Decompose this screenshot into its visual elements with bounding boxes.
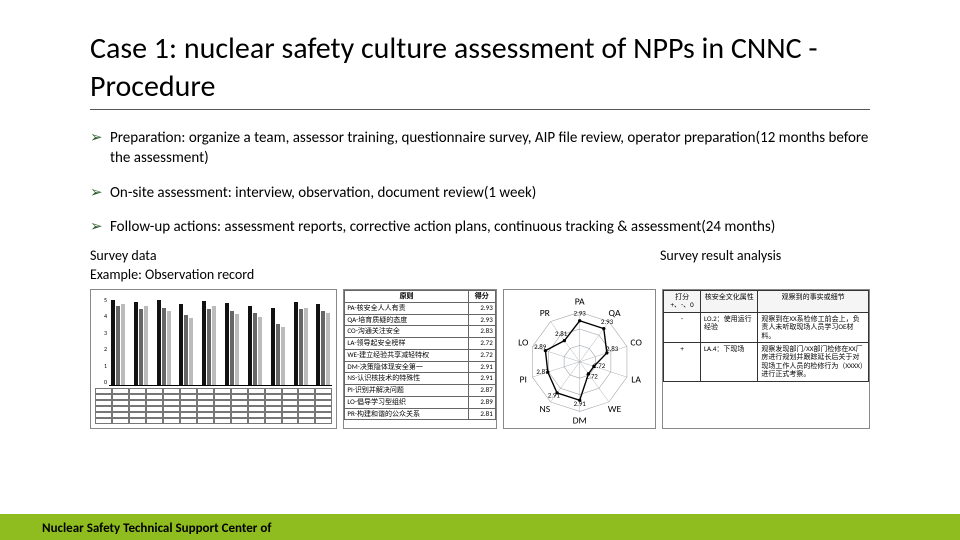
bullet-list: Preparation: organize a team, assessor t… (90, 128, 870, 237)
svg-text:PI: PI (519, 373, 526, 385)
svg-text:2.72: 2.72 (593, 361, 606, 370)
svg-text:2.89: 2.89 (534, 342, 547, 351)
footer-text: Nuclear Safety Technical Support Center … (42, 521, 271, 536)
bar-yaxis: 543210 (93, 296, 107, 386)
bullet-item: On-site assessment: interview, observati… (90, 183, 870, 203)
svg-text:2.93: 2.93 (601, 317, 614, 326)
bullet-item: Follow-up actions: assessment reports, c… (90, 217, 870, 237)
svg-text:2.91: 2.91 (547, 390, 560, 399)
radar-chart: PAQACOLAWEDMNSPILOPR2.932.932.832.722.72… (503, 289, 656, 429)
label-survey-result: Survey result analysis (350, 247, 870, 264)
result-table: 打分 +、-、0核安全文化属性观察到的事实或细节-LO.2：使用运行经验观察到在… (662, 289, 870, 429)
svg-text:PR: PR (539, 307, 550, 319)
svg-text:PA: PA (575, 296, 585, 308)
svg-text:2.72: 2.72 (585, 371, 598, 380)
svg-text:LO: LO (518, 337, 529, 349)
svg-text:2.81: 2.81 (555, 329, 568, 338)
svg-text:CO: CO (630, 337, 642, 349)
bullet-item: Preparation: organize a team, assessor t… (90, 128, 870, 169)
charts-row: 543210 原则得分PA-核安全人人有责2.93QA-培育质疑的态度2.93C… (90, 289, 870, 429)
svg-text:DM: DM (572, 414, 586, 426)
score-table: 原则得分PA-核安全人人有责2.93QA-培育质疑的态度2.93CO-沟通关注安… (343, 289, 496, 429)
svg-text:2.93: 2.93 (573, 308, 586, 317)
bar-chart: 543210 (90, 289, 337, 429)
bar-area (109, 296, 332, 386)
svg-text:2.87: 2.87 (536, 367, 549, 376)
svg-text:LA: LA (631, 373, 641, 385)
svg-text:NS: NS (539, 403, 550, 415)
svg-text:2.83: 2.83 (606, 344, 619, 353)
label-example: Example: Observation record (90, 266, 870, 283)
svg-text:WE: WE (608, 403, 622, 415)
svg-text:2.91: 2.91 (573, 399, 586, 408)
bar-grid (95, 388, 332, 424)
slide-title: Case 1: nuclear safety culture assessmen… (90, 30, 870, 110)
label-survey-data: Survey data (90, 247, 350, 264)
